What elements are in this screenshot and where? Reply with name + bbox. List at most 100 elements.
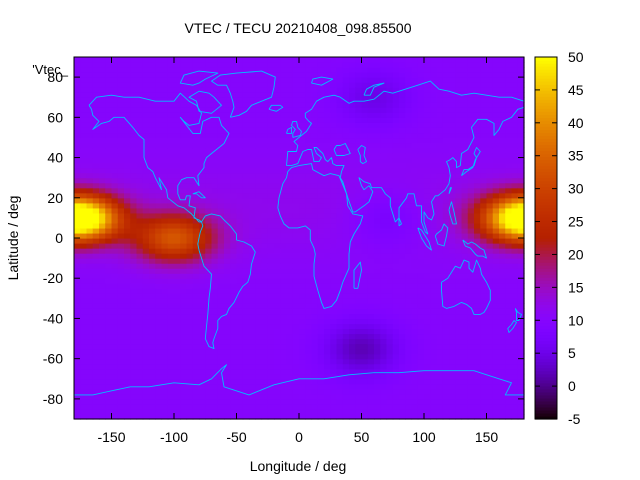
heatmap-cell bbox=[236, 227, 244, 234]
heatmap-cell bbox=[449, 207, 456, 214]
heatmap-cell bbox=[361, 243, 369, 249]
heatmap-cell bbox=[405, 87, 413, 93]
heatmap-cell bbox=[192, 288, 200, 294]
heatmap-cell bbox=[217, 197, 225, 204]
heatmap-cell bbox=[292, 353, 300, 360]
heatmap-cell bbox=[174, 243, 181, 249]
heatmap-cell bbox=[486, 77, 494, 83]
heatmap-cell bbox=[80, 323, 88, 330]
heatmap-cell bbox=[299, 373, 306, 380]
heatmap-cell bbox=[317, 67, 325, 73]
heatmap-cell bbox=[74, 333, 81, 340]
heatmap-cell bbox=[117, 378, 125, 385]
heatmap-cell bbox=[292, 398, 300, 405]
heatmap-cell bbox=[92, 293, 100, 299]
heatmap-cell bbox=[155, 147, 163, 154]
heatmap-cell bbox=[336, 263, 344, 269]
heatmap-cell bbox=[392, 172, 400, 179]
heatmap-cell bbox=[492, 132, 500, 139]
heatmap-cell bbox=[480, 368, 488, 375]
heatmap-cell bbox=[492, 172, 500, 179]
heatmap-cell bbox=[236, 97, 244, 103]
heatmap-cell bbox=[436, 62, 444, 68]
heatmap-cell bbox=[499, 182, 506, 189]
heatmap-cell bbox=[367, 227, 375, 234]
heatmap-cell bbox=[305, 142, 313, 149]
heatmap-cell bbox=[199, 343, 206, 350]
heatmap-cell bbox=[480, 248, 488, 254]
heatmap-cell bbox=[105, 338, 113, 345]
heatmap-cell bbox=[442, 318, 450, 325]
heatmap-cell bbox=[130, 97, 138, 103]
heatmap-cell bbox=[205, 102, 213, 108]
heatmap-cell bbox=[211, 217, 219, 224]
heatmap-cell bbox=[442, 373, 450, 380]
heatmap-cell bbox=[467, 132, 475, 139]
heatmap-cell bbox=[317, 132, 325, 139]
heatmap-cell bbox=[155, 122, 163, 128]
heatmap-cell bbox=[336, 112, 344, 118]
heatmap-cell bbox=[130, 298, 138, 304]
heatmap-cell bbox=[486, 408, 494, 415]
heatmap-cell bbox=[86, 268, 94, 274]
heatmap-cell bbox=[430, 142, 438, 149]
heatmap-cell bbox=[380, 227, 388, 234]
heatmap-cell bbox=[130, 253, 138, 259]
heatmap-cell bbox=[430, 308, 438, 315]
heatmap-cell bbox=[336, 328, 344, 335]
heatmap-cell bbox=[455, 238, 463, 244]
heatmap-cell bbox=[355, 343, 363, 350]
heatmap-cell bbox=[267, 207, 275, 214]
heatmap-cell bbox=[486, 152, 494, 159]
heatmap-cell bbox=[430, 358, 438, 365]
heatmap-cell bbox=[424, 202, 431, 209]
heatmap-cell bbox=[192, 112, 200, 118]
heatmap-cell bbox=[492, 313, 500, 320]
heatmap-cell bbox=[411, 318, 419, 325]
heatmap-cell bbox=[455, 137, 463, 144]
heatmap-cell bbox=[167, 172, 175, 179]
heatmap-cell bbox=[155, 142, 163, 149]
heatmap-cell bbox=[355, 77, 363, 83]
heatmap-cell bbox=[74, 278, 81, 284]
heatmap-cell bbox=[130, 263, 138, 269]
heatmap-cell bbox=[255, 243, 263, 249]
heatmap-cell bbox=[192, 348, 200, 355]
heatmap-cell bbox=[236, 137, 244, 144]
heatmap-cell bbox=[436, 298, 444, 304]
heatmap-cell bbox=[374, 207, 381, 214]
heatmap-cell bbox=[92, 298, 100, 304]
heatmap-cell bbox=[130, 232, 138, 239]
heatmap-cell bbox=[342, 62, 350, 68]
heatmap-cell bbox=[199, 268, 206, 274]
heatmap-cell bbox=[405, 403, 413, 410]
heatmap-cell bbox=[467, 97, 475, 103]
heatmap-cell bbox=[267, 132, 275, 139]
heatmap-cell bbox=[292, 373, 300, 380]
heatmap-cell bbox=[299, 122, 306, 128]
heatmap-cell bbox=[474, 278, 481, 284]
heatmap-cell bbox=[367, 313, 375, 320]
heatmap-cell bbox=[330, 253, 338, 259]
heatmap-cell bbox=[480, 82, 488, 88]
heatmap-cell bbox=[292, 132, 300, 139]
heatmap-cell bbox=[192, 72, 200, 78]
heatmap-cell bbox=[142, 217, 150, 224]
heatmap-cell bbox=[374, 303, 381, 309]
heatmap-cell bbox=[492, 293, 500, 299]
heatmap-cell bbox=[417, 238, 425, 244]
heatmap-cell bbox=[442, 172, 450, 179]
heatmap-cell bbox=[449, 368, 456, 375]
heatmap-cell bbox=[417, 378, 425, 385]
heatmap-cell bbox=[286, 117, 294, 123]
heatmap-cell bbox=[467, 87, 475, 93]
heatmap-cell bbox=[411, 353, 419, 360]
heatmap-cell bbox=[492, 253, 500, 259]
heatmap-cell bbox=[99, 383, 106, 390]
heatmap-cell bbox=[317, 167, 325, 174]
heatmap-cell bbox=[274, 408, 281, 415]
heatmap-cell bbox=[399, 413, 406, 420]
heatmap-cell bbox=[342, 232, 350, 239]
heatmap-cell bbox=[236, 147, 244, 154]
heatmap-cell bbox=[349, 57, 356, 63]
